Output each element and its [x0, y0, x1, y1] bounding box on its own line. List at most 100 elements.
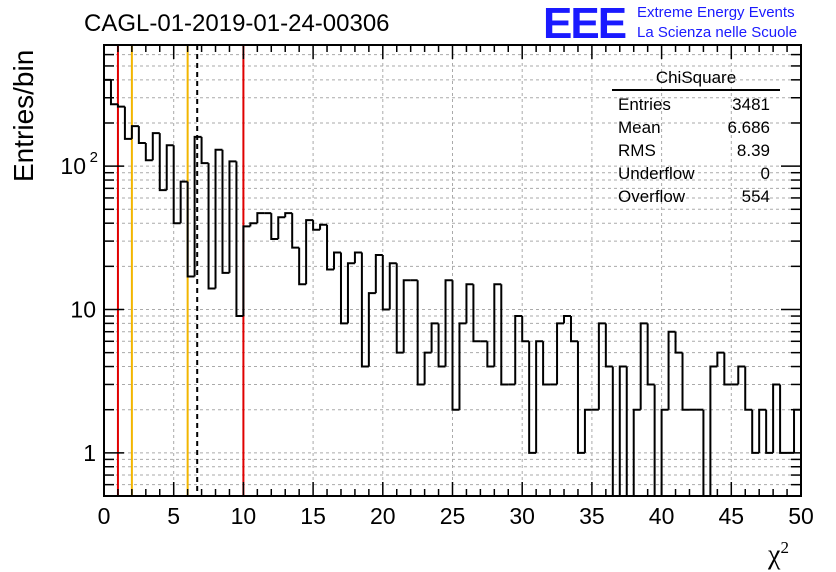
histogram-bin — [632, 408, 641, 496]
stats-row: Mean 6.686 — [612, 116, 780, 139]
stats-label: Entries — [618, 95, 671, 114]
histogram-bin — [228, 160, 237, 273]
histogram-bin — [235, 161, 244, 318]
stats-label: Underflow — [618, 164, 695, 183]
stats-label: Overflow — [618, 187, 686, 206]
histogram-bin — [151, 132, 160, 161]
stats-row: RMS 8.39 — [612, 139, 780, 162]
histogram-bin — [193, 135, 202, 277]
histogram-bin — [360, 252, 369, 368]
x-tick-label: 30 — [509, 503, 535, 529]
histogram-bin — [716, 351, 725, 367]
histogram-bin — [158, 133, 167, 192]
histogram-bin — [779, 384, 788, 454]
stats-value: 554 — [741, 187, 770, 206]
histogram-bin — [569, 316, 578, 343]
histogram-bin — [333, 251, 341, 270]
histogram-bin — [207, 163, 216, 290]
histogram-bin — [597, 322, 606, 410]
histogram-bin — [165, 144, 174, 191]
histogram-bin — [500, 284, 509, 386]
histogram-bin — [381, 254, 390, 311]
stats-row: Underflow 0 — [612, 162, 780, 185]
histogram-bin — [221, 149, 230, 274]
stats-title: ChiSquare — [612, 68, 780, 91]
histogram-bin — [256, 212, 265, 224]
histogram-bin — [758, 408, 767, 453]
eee-logo: EEE — [543, 0, 627, 48]
axis-ticks — [103, 44, 802, 497]
x-tick-label: 0 — [98, 503, 111, 529]
histogram-bin — [611, 366, 620, 497]
histogram-bin — [653, 384, 662, 497]
histogram-bin — [395, 263, 404, 354]
histogram-bin — [793, 408, 801, 453]
histogram-bin — [444, 279, 453, 367]
x-tick-label: 40 — [649, 503, 675, 529]
histogram-bin — [388, 262, 397, 310]
histogram-bin — [367, 292, 376, 367]
histogram-bin — [242, 225, 251, 317]
histogram-bin — [284, 212, 293, 218]
x-tick-label: 25 — [440, 503, 466, 529]
y-tick-label-exponent: 2 — [90, 149, 98, 166]
histogram-bin — [542, 341, 551, 386]
stats-value: 8.39 — [736, 141, 770, 160]
y-tick-label: 10 — [60, 153, 86, 179]
histogram-bin — [214, 148, 223, 289]
histogram-bin — [144, 143, 153, 162]
histogram-bin — [423, 351, 432, 385]
y-tick-label: 10 — [70, 296, 96, 322]
histogram-bin — [744, 366, 753, 411]
histogram-bin — [137, 126, 146, 145]
histogram-bin — [116, 104, 125, 108]
histogram-bin — [625, 366, 634, 497]
histogram-bin — [563, 315, 571, 324]
histogram-bin — [521, 316, 530, 343]
histogram-bin — [346, 262, 355, 324]
histogram-bin — [772, 383, 781, 453]
histogram-bin — [639, 322, 648, 410]
histogram-bin — [109, 79, 118, 106]
histogram-bin — [179, 180, 188, 224]
histogram-bin — [723, 352, 732, 386]
stats-box: ChiSquare Entries 3481 Mean 6.686 RMS 8.39 … — [612, 68, 780, 208]
histogram-bin — [765, 409, 774, 454]
x-tick-label: 5 — [167, 503, 180, 529]
histogram-bin — [402, 279, 411, 353]
histogram-bin — [660, 408, 669, 496]
histogram-bin — [277, 216, 286, 240]
histogram-bin — [305, 219, 314, 285]
x-tick-label: 15 — [300, 503, 326, 529]
histogram-bin — [472, 284, 481, 343]
run-title: CAGL-01-2019-01-24-00306 — [84, 10, 390, 37]
histogram-bin — [709, 365, 718, 496]
y-axis-label: Entries/bin — [8, 49, 39, 182]
histogram-bin — [416, 280, 425, 386]
histogram-bin — [319, 223, 328, 230]
x-axis-label-sup: 2 — [780, 538, 789, 557]
histogram-bin — [291, 213, 300, 249]
histogram-bin — [130, 125, 139, 139]
x-tick-label: 35 — [579, 503, 605, 529]
histogram-bin — [298, 247, 307, 286]
histogram-bin — [172, 145, 181, 225]
x-axis-label-base: χ — [768, 539, 781, 571]
histogram-bin — [751, 409, 760, 454]
histogram-bin — [353, 251, 362, 264]
histogram-bin — [326, 224, 335, 271]
histogram-bin — [618, 365, 627, 496]
stats-value: 3481 — [732, 95, 770, 114]
logo-line-1: Extreme Energy Events — [637, 4, 795, 21]
histogram-bin — [374, 253, 383, 294]
histogram-bin — [681, 352, 690, 411]
x-tick-labels: 0 5 10 15 20 25 30 35 40 45 50 — [98, 503, 814, 529]
histogram-bin — [576, 341, 585, 454]
histogram-bin — [430, 322, 439, 353]
histogram-bin — [312, 220, 321, 231]
stats-row: Entries 3481 — [612, 93, 780, 116]
threshold-lines — [116, 45, 245, 496]
histogram-bin — [583, 408, 592, 453]
histogram-bin — [528, 341, 537, 454]
